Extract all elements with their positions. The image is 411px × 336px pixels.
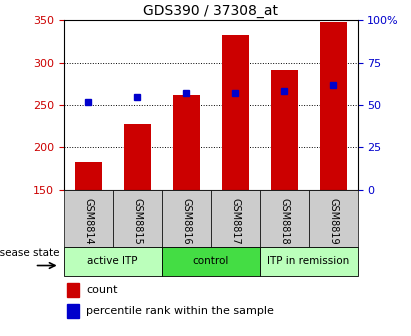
Text: active ITP: active ITP bbox=[88, 256, 138, 266]
Bar bbox=[64, 247, 162, 276]
Text: count: count bbox=[86, 285, 118, 295]
Bar bbox=[113, 190, 162, 247]
Text: GSM8818: GSM8818 bbox=[279, 198, 289, 245]
Bar bbox=[270, 70, 298, 190]
Text: ITP in remission: ITP in remission bbox=[268, 256, 350, 266]
Bar bbox=[211, 190, 260, 247]
Bar bbox=[75, 162, 102, 190]
Bar bbox=[222, 35, 249, 190]
Bar bbox=[64, 190, 113, 247]
Bar bbox=[124, 124, 151, 190]
Bar bbox=[162, 190, 211, 247]
Text: control: control bbox=[192, 256, 229, 266]
Bar bbox=[67, 283, 79, 297]
Bar bbox=[173, 95, 200, 190]
Text: GSM8819: GSM8819 bbox=[328, 198, 338, 245]
Bar bbox=[309, 190, 358, 247]
Text: GSM8814: GSM8814 bbox=[83, 198, 93, 245]
Text: GSM8815: GSM8815 bbox=[132, 198, 142, 245]
Bar bbox=[260, 190, 309, 247]
Text: disease state: disease state bbox=[0, 248, 60, 258]
Text: percentile rank within the sample: percentile rank within the sample bbox=[86, 306, 274, 316]
Bar bbox=[67, 304, 79, 318]
Bar bbox=[162, 247, 260, 276]
Text: GSM8816: GSM8816 bbox=[181, 198, 191, 245]
Bar bbox=[260, 247, 358, 276]
Bar bbox=[320, 22, 346, 190]
Title: GDS390 / 37308_at: GDS390 / 37308_at bbox=[143, 4, 278, 18]
Text: GSM8817: GSM8817 bbox=[230, 198, 240, 245]
